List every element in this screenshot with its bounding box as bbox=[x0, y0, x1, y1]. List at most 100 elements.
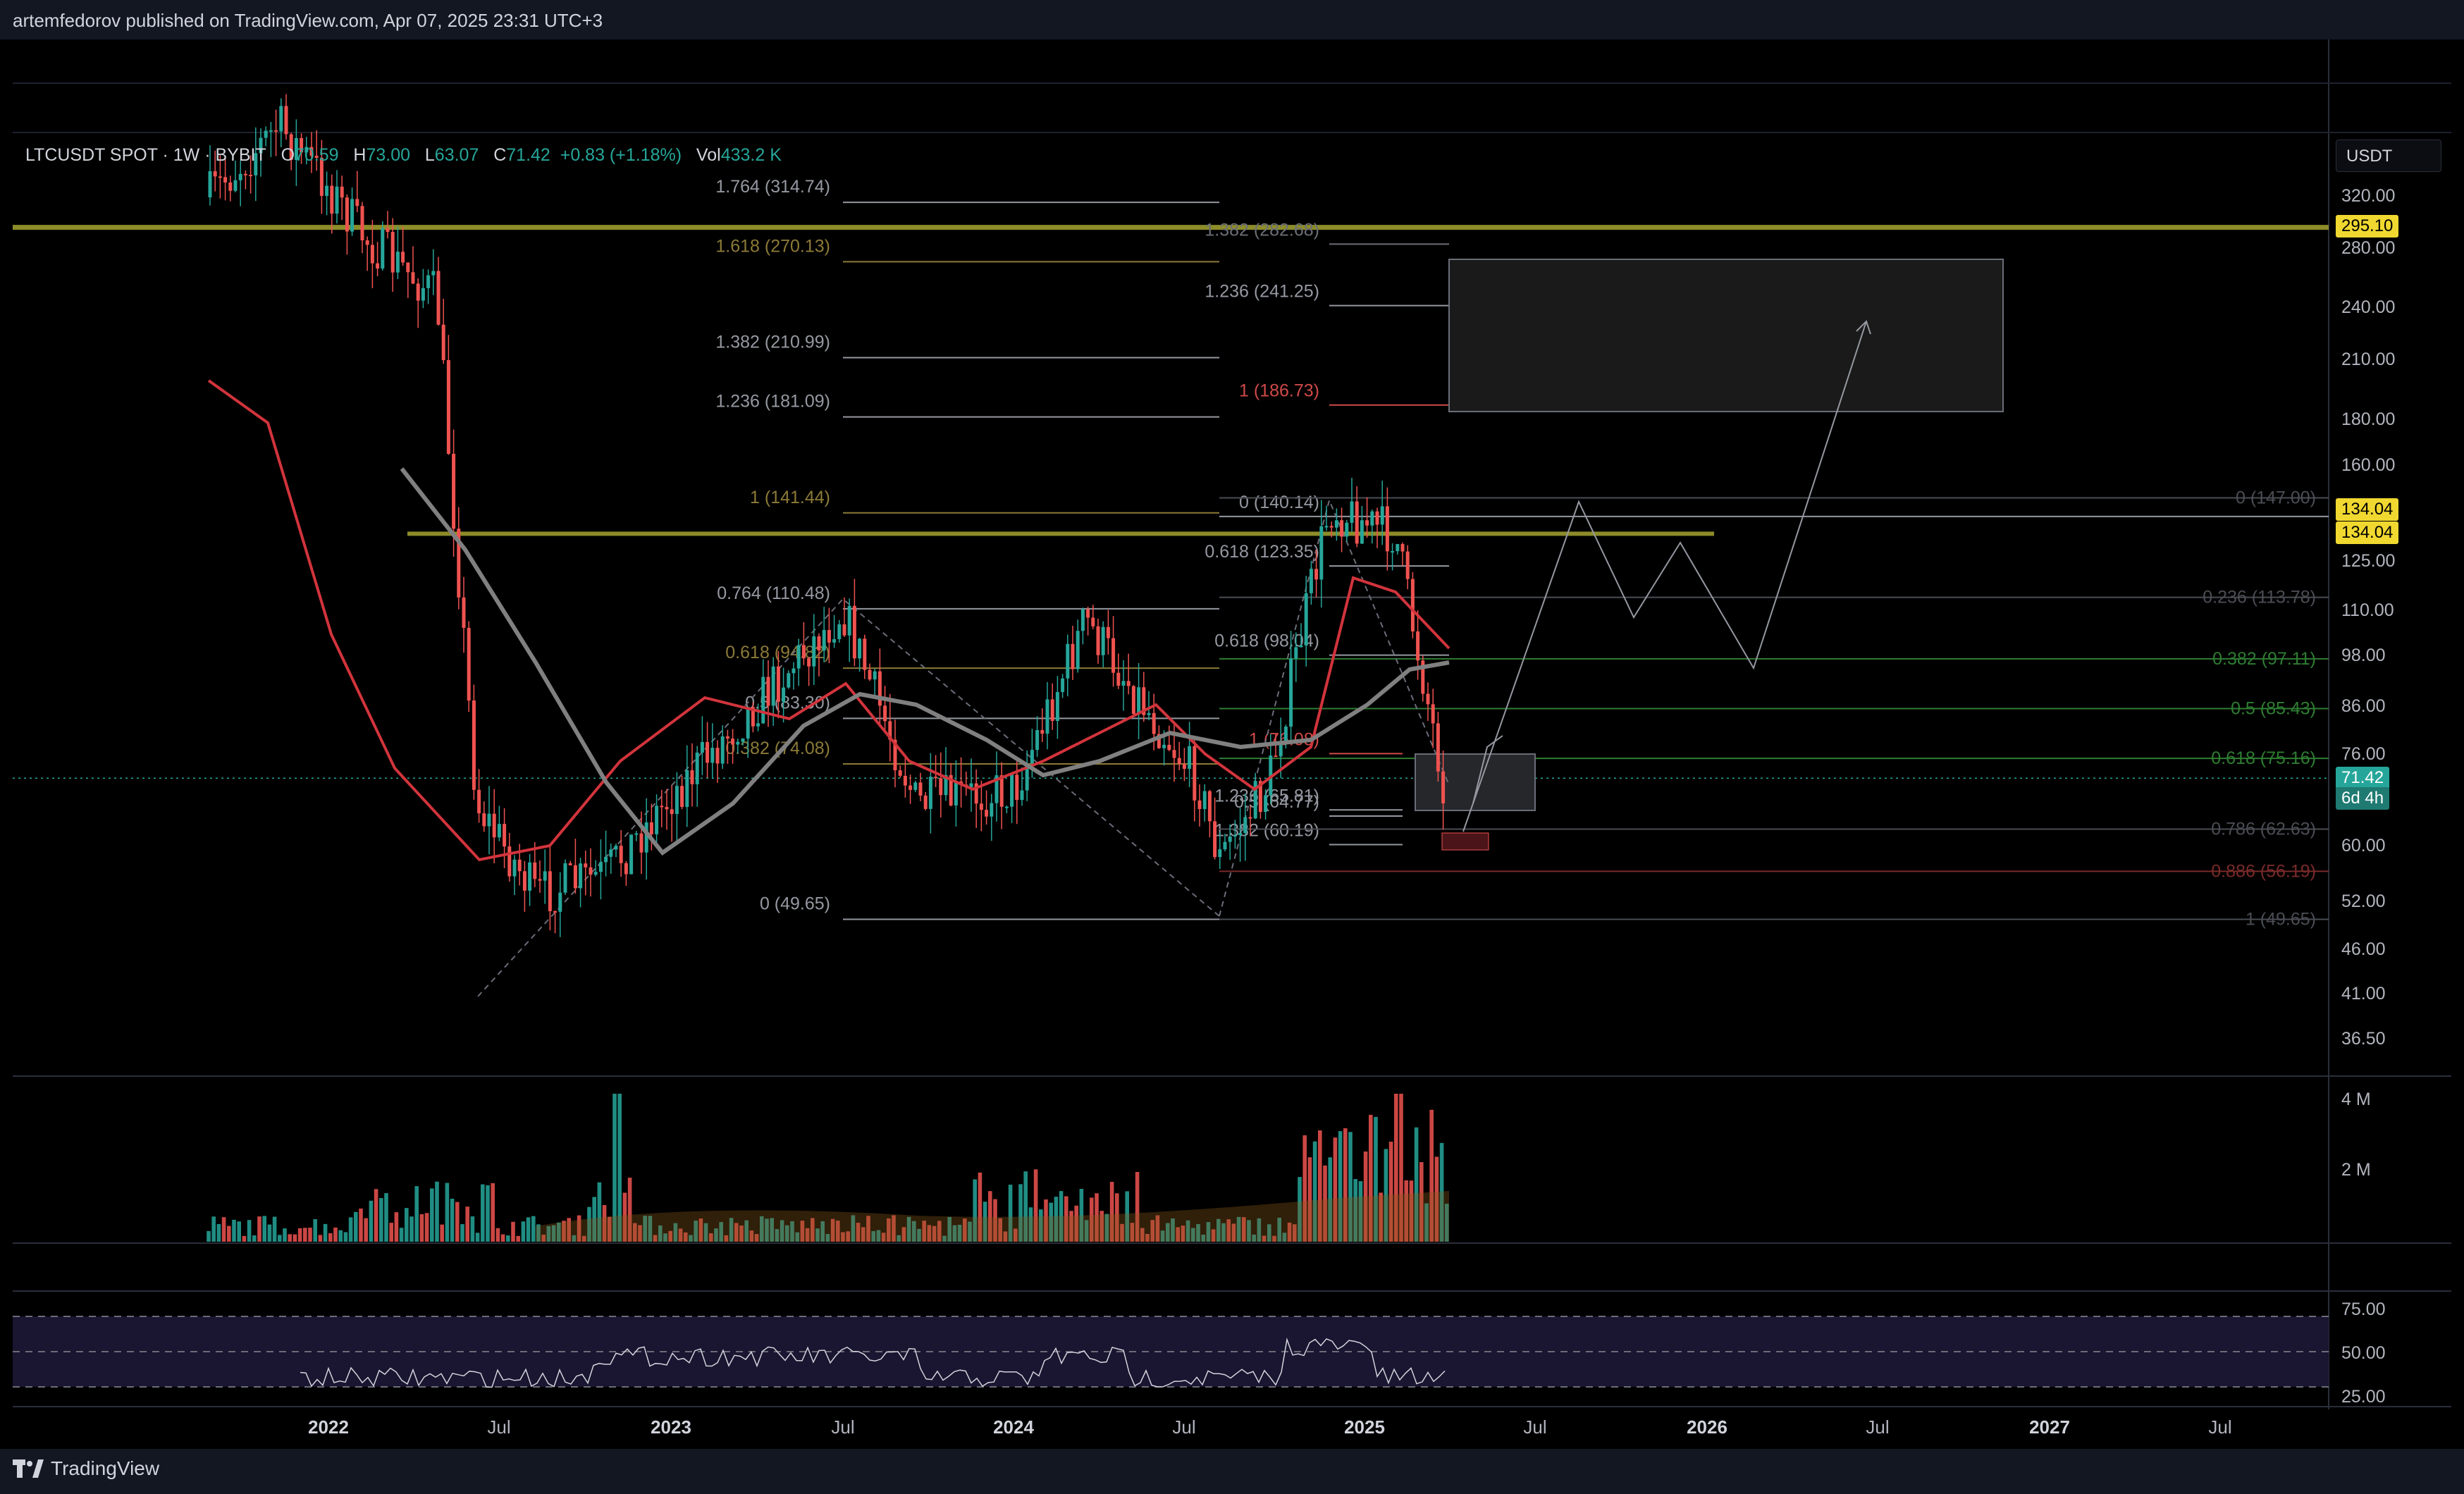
volume-bar bbox=[500, 1234, 505, 1242]
candle-body bbox=[543, 871, 547, 881]
candle-body bbox=[1243, 817, 1248, 834]
volume-bar bbox=[1369, 1114, 1373, 1242]
candle-body bbox=[1035, 730, 1040, 751]
candle-body bbox=[1426, 693, 1430, 705]
volume-bar bbox=[1323, 1165, 1327, 1242]
volume-bar bbox=[1196, 1223, 1200, 1242]
time-axis-label: Jul bbox=[831, 1416, 855, 1438]
entry-zone bbox=[1415, 753, 1536, 811]
currency-selector[interactable]: USDT bbox=[2336, 140, 2441, 172]
volume-bar bbox=[460, 1224, 464, 1242]
volume-bar bbox=[1115, 1193, 1119, 1242]
candle-body bbox=[314, 156, 319, 158]
volume-bar bbox=[851, 1215, 856, 1242]
volume-bar bbox=[1064, 1196, 1068, 1242]
volume-bar bbox=[719, 1222, 723, 1242]
volume-bar bbox=[633, 1223, 637, 1242]
time-axis-label: 2024 bbox=[993, 1416, 1034, 1438]
volume-bar bbox=[354, 1211, 358, 1242]
volume-bar bbox=[1338, 1131, 1343, 1242]
candle-body bbox=[934, 777, 938, 779]
volume-bar bbox=[887, 1218, 891, 1242]
volume-bar bbox=[668, 1230, 672, 1242]
price-scale-label: 125.00 bbox=[2341, 550, 2396, 571]
candle-body bbox=[863, 638, 867, 670]
candle-body bbox=[381, 228, 385, 269]
candle-body bbox=[1076, 631, 1080, 669]
fib-mid-label: 0.618 (98.04) bbox=[1214, 631, 1319, 651]
candle-body bbox=[512, 859, 517, 877]
candle-body bbox=[690, 770, 694, 784]
symbol-name[interactable]: LTCUSDT SPOT · 1W · BYBIT bbox=[25, 145, 266, 165]
volume-bar bbox=[207, 1230, 211, 1242]
time-axis-label: 2025 bbox=[1344, 1416, 1385, 1438]
candle-body bbox=[1258, 781, 1262, 813]
candle-body bbox=[903, 775, 907, 786]
fib-mid-label: 1.382 (282.68) bbox=[1205, 220, 1319, 240]
candle-body bbox=[1152, 712, 1156, 734]
candle-body bbox=[507, 846, 512, 877]
candle-body bbox=[1061, 678, 1065, 693]
candle-body bbox=[395, 252, 400, 273]
volume-bar bbox=[511, 1221, 515, 1242]
stop-zone bbox=[1441, 832, 1489, 851]
volume-bar bbox=[414, 1186, 419, 1242]
candle-body bbox=[761, 677, 765, 724]
volume-bar bbox=[785, 1225, 789, 1242]
volume-bar bbox=[465, 1206, 469, 1242]
resistance-badge-2: 134.04 bbox=[2336, 521, 2399, 544]
candle-body bbox=[279, 106, 283, 132]
fib-left-label: 1 (141.44) bbox=[750, 488, 830, 507]
candle-body bbox=[731, 739, 735, 745]
candle-body bbox=[928, 777, 932, 809]
volume-bar bbox=[922, 1221, 926, 1242]
volume-bar bbox=[491, 1183, 495, 1242]
volume-bar bbox=[536, 1224, 541, 1242]
candle-body bbox=[715, 748, 720, 764]
volume-label: Vol bbox=[696, 145, 721, 165]
candle-body bbox=[1283, 727, 1288, 743]
volume-bar bbox=[602, 1205, 607, 1242]
candle-body bbox=[695, 752, 699, 784]
volume-bar bbox=[1262, 1235, 1267, 1242]
countdown-badge: 6d 4h bbox=[2336, 787, 2390, 810]
volume-bar bbox=[1348, 1132, 1353, 1242]
tradingview-logo[interactable]: TradingView bbox=[13, 1457, 159, 1480]
candle-body bbox=[238, 173, 242, 180]
volume-bar bbox=[1049, 1202, 1053, 1242]
candle-body bbox=[725, 736, 729, 739]
volume-bar bbox=[1166, 1223, 1170, 1242]
volume-bar bbox=[1145, 1233, 1150, 1242]
volume-bar bbox=[221, 1217, 226, 1242]
candle-body bbox=[533, 862, 537, 879]
price-scale-label: 52.00 bbox=[2341, 891, 2386, 912]
volume-bar bbox=[901, 1227, 906, 1242]
volume-bar bbox=[1216, 1218, 1221, 1242]
volume-bar bbox=[237, 1221, 241, 1242]
volume-bar bbox=[856, 1223, 861, 1242]
volume-bar bbox=[957, 1224, 962, 1242]
volume-bar bbox=[1231, 1223, 1236, 1242]
volume-bar bbox=[1044, 1199, 1048, 1242]
forecast-arrowhead bbox=[1856, 320, 1871, 335]
candle-body bbox=[340, 186, 344, 198]
time-axis-label: 2022 bbox=[308, 1416, 349, 1438]
candle-body bbox=[1015, 774, 1019, 801]
volume-bar bbox=[1312, 1141, 1317, 1242]
volume-bar bbox=[1095, 1193, 1099, 1242]
candle-body bbox=[294, 137, 298, 160]
volume-bar bbox=[1079, 1188, 1084, 1242]
volume-bar bbox=[653, 1235, 658, 1242]
candle-body bbox=[796, 645, 801, 669]
volume-bar bbox=[1059, 1191, 1064, 1242]
volume-bar bbox=[937, 1221, 942, 1242]
volume-bar bbox=[440, 1224, 444, 1242]
volume-bar bbox=[689, 1235, 693, 1242]
time-axis-label: Jul bbox=[1172, 1416, 1196, 1438]
volume-bar bbox=[1399, 1094, 1403, 1242]
volume-bar bbox=[288, 1234, 292, 1242]
volume-bar bbox=[836, 1221, 840, 1242]
candle-body bbox=[644, 822, 648, 853]
candle-body bbox=[893, 739, 897, 771]
